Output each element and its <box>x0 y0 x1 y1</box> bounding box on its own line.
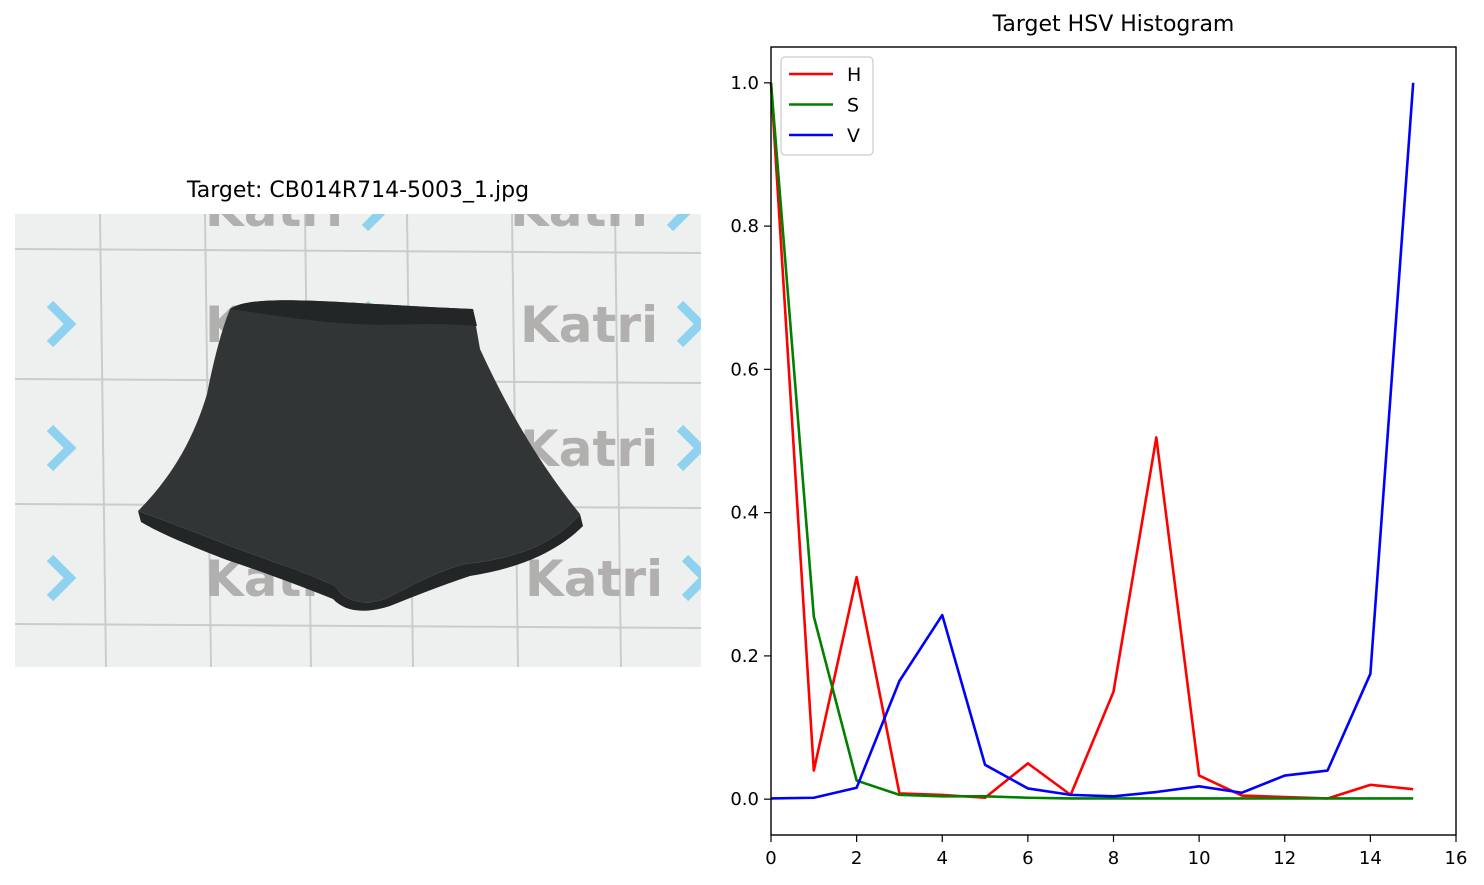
y-tick-label: 0.4 <box>730 503 759 524</box>
watermark-text: Katri <box>205 214 343 238</box>
watermark-arrow-icon <box>361 214 386 232</box>
y-tick-label: 1.0 <box>730 73 759 94</box>
watermark-arrow-icon <box>46 554 77 602</box>
series-line-s <box>769 82 1414 800</box>
legend-label-h: H <box>847 64 861 86</box>
x-tick-label: 10 <box>1188 848 1211 869</box>
series-line-v <box>770 82 1415 800</box>
watermark-arrow-icon <box>681 554 701 602</box>
garment-shorts-drawing <box>138 300 583 611</box>
x-tick-label: 14 <box>1359 848 1382 869</box>
watermark-arrow-icon <box>46 424 77 472</box>
x-tick-label: 0 <box>765 848 776 869</box>
x-tick-label: 8 <box>1108 848 1119 869</box>
backdrop-grid-line <box>614 214 622 667</box>
legend: HSV <box>780 56 874 156</box>
watermark-arrow-icon <box>676 300 701 348</box>
y-tick-label: 0.6 <box>730 359 759 380</box>
watermark-text: Katri <box>510 214 648 238</box>
legend-label-v: V <box>847 125 860 147</box>
backdrop-grid-line <box>15 248 701 254</box>
target-photo-drawing: KatriKatriKatriKatriKatriKatriKatri <box>15 214 701 667</box>
series-layer <box>769 82 1415 800</box>
image-title: Target: CB014R714-5003_1.jpg <box>186 178 530 203</box>
x-tick-label: 12 <box>1273 848 1296 869</box>
target-photo: KatriKatriKatriKatriKatriKatriKatri <box>15 214 701 667</box>
plot-frame <box>770 46 1457 836</box>
x-tick-label: 16 <box>1445 848 1468 869</box>
watermark-text: Katri <box>525 550 663 608</box>
x-tick-label: 4 <box>937 848 948 869</box>
watermark-arrow-icon <box>46 300 77 348</box>
legend-label-s: S <box>847 95 859 117</box>
y-tick-label: 0.0 <box>730 789 759 810</box>
backdrop-grid-line <box>15 623 701 629</box>
chart-title: Target HSV Histogram <box>992 12 1235 37</box>
y-tick-label: 0.2 <box>730 646 759 667</box>
legend-box <box>780 56 874 156</box>
x-tick-label: 6 <box>1022 848 1033 869</box>
watermark-arrow-icon <box>666 214 691 232</box>
y-tick-label: 0.8 <box>730 216 759 237</box>
series-line-h <box>769 82 1414 800</box>
backdrop-grid-line <box>99 214 107 667</box>
x-tick-label: 2 <box>851 848 862 869</box>
watermark-text: Katri <box>520 296 658 354</box>
axes-layer: 0 2 4 6 8 10 12 14 16 0.0 0.2 0.4 0.6 0.8 1.0 <box>730 46 1468 869</box>
watermark-arrow-icon <box>676 424 701 472</box>
